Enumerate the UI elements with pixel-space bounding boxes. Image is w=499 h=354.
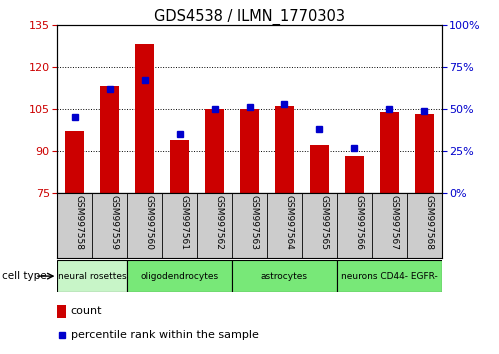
Bar	[415, 114, 434, 193]
Text: GSM997564: GSM997564	[284, 195, 293, 250]
Bar	[57, 304, 66, 318]
Text: GSM997568: GSM997568	[424, 195, 433, 250]
Text: count: count	[71, 307, 102, 316]
Bar	[345, 156, 364, 193]
Text: GSM997558: GSM997558	[75, 195, 84, 250]
Text: neurons CD44- EGFR-: neurons CD44- EGFR-	[341, 272, 438, 281]
Text: GSM997567: GSM997567	[389, 195, 398, 250]
Text: percentile rank within the sample: percentile rank within the sample	[71, 330, 258, 341]
Text: GSM997559: GSM997559	[110, 195, 119, 250]
Bar	[100, 86, 119, 193]
Text: GSM997566: GSM997566	[354, 195, 363, 250]
Bar	[240, 109, 259, 193]
Text: neural rosettes: neural rosettes	[58, 272, 127, 281]
Text: GSM997561: GSM997561	[180, 195, 189, 250]
Text: GSM997560: GSM997560	[145, 195, 154, 250]
Bar	[337, 260, 442, 292]
Text: astrocytes: astrocytes	[261, 272, 308, 281]
Bar	[205, 109, 224, 193]
Bar	[127, 260, 232, 292]
Text: GSM997565: GSM997565	[319, 195, 328, 250]
Bar	[170, 140, 189, 193]
Bar	[310, 145, 329, 193]
Bar	[232, 260, 337, 292]
Bar	[135, 44, 154, 193]
Text: oligodendrocytes: oligodendrocytes	[141, 272, 219, 281]
Text: GSM997563: GSM997563	[250, 195, 258, 250]
Bar	[57, 260, 127, 292]
Text: GSM997562: GSM997562	[215, 195, 224, 250]
Bar	[65, 131, 84, 193]
Bar	[275, 106, 294, 193]
Text: GDS4538 / ILMN_1770303: GDS4538 / ILMN_1770303	[154, 9, 345, 25]
Bar	[380, 112, 399, 193]
Text: cell type: cell type	[2, 271, 47, 281]
